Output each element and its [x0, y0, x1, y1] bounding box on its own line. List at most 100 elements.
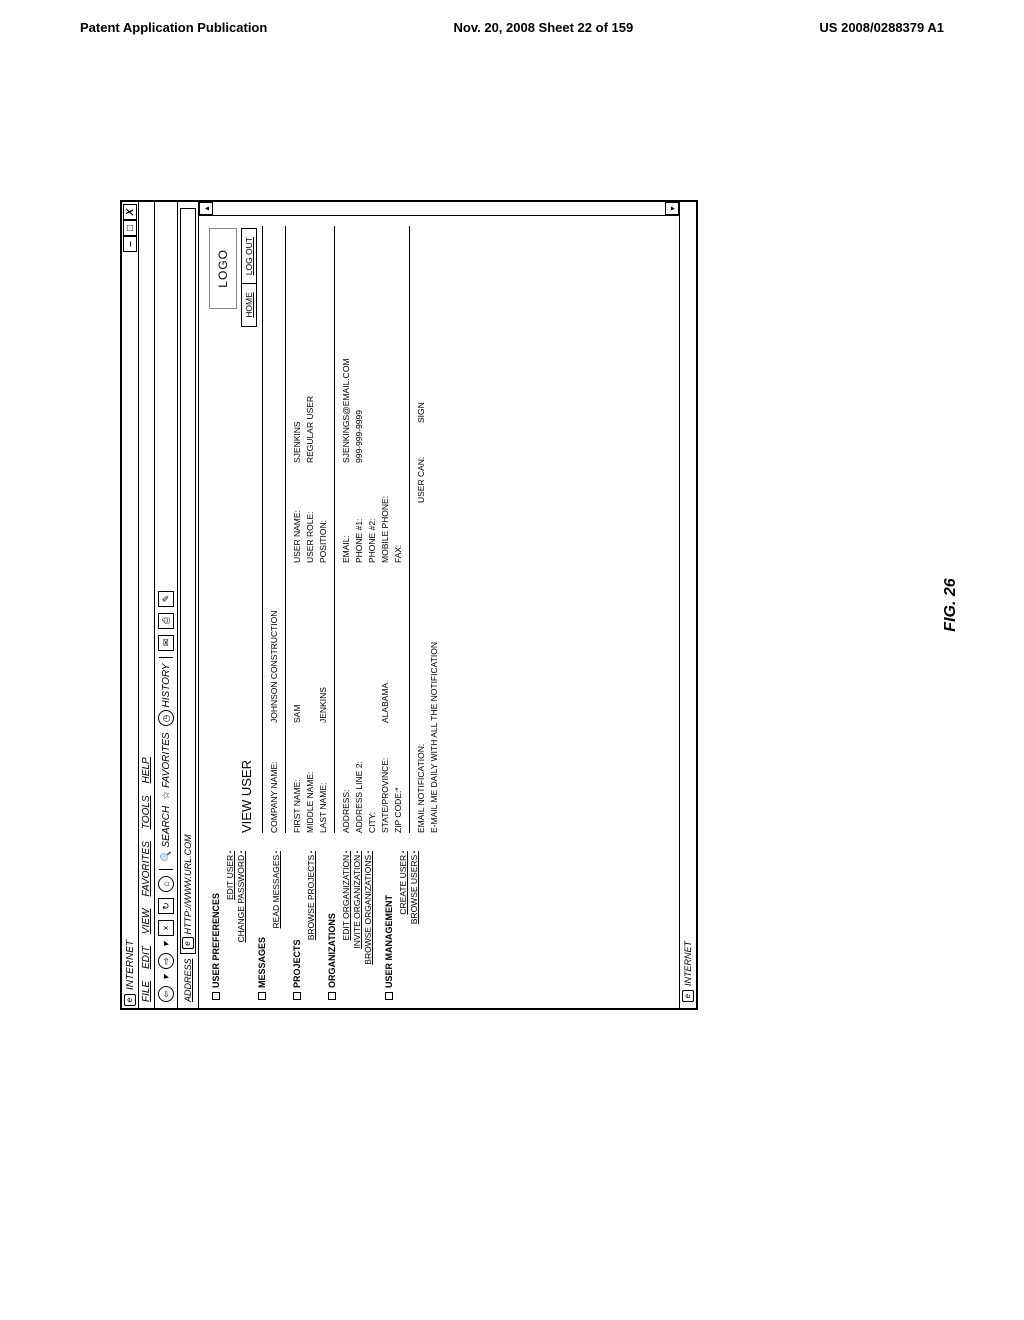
- zip-val: [393, 563, 403, 723]
- mail-icon[interactable]: ✉: [158, 635, 174, 651]
- link-change-password[interactable]: CHANGE PASSWORD: [236, 851, 246, 942]
- menu-edit[interactable]: EDIT: [141, 946, 152, 969]
- last-val: JENKINS: [318, 563, 328, 723]
- history-icon: ◷: [158, 710, 174, 726]
- addr-val: [341, 563, 351, 723]
- header-center: Nov. 20, 2008 Sheet 22 of 159: [454, 20, 634, 35]
- print-icon[interactable]: ⎙: [158, 613, 174, 629]
- url-icon: e: [182, 937, 194, 949]
- link-edit-user[interactable]: EDIT USER: [225, 851, 235, 900]
- topnav: HOME LOG OUT: [241, 228, 257, 326]
- section-user-management: USER MANAGEMENT CREATE USER BROWSE USERS: [384, 849, 420, 1000]
- favorites-group[interactable]: ☆ FAVORITES: [161, 732, 172, 799]
- middle-label: MIDDLE NAME:: [305, 723, 315, 833]
- user-label: USER NAME:: [292, 463, 302, 563]
- nav-home[interactable]: HOME: [241, 283, 257, 327]
- stop-icon[interactable]: ×: [158, 920, 174, 936]
- state-val: ALABAMA: [380, 563, 390, 723]
- sep2: [285, 226, 286, 833]
- role-label: USER ROLE:: [305, 463, 315, 563]
- sidebar: USER PREFERENCES EDIT USER CHANGE PASSWO…: [207, 843, 671, 1008]
- mob-val: [380, 303, 390, 463]
- zip-label: ZIP CODE:*: [393, 723, 403, 833]
- section-user-preferences: USER PREFERENCES EDIT USER CHANGE PASSWO…: [211, 849, 247, 1000]
- menu-tools[interactable]: TOOLS: [141, 795, 152, 829]
- url-text: HTTP://WWW.URL.COM: [183, 834, 193, 934]
- link-invite-org[interactable]: INVITE ORGANIZATION: [352, 851, 362, 949]
- window-title: INTERNET: [125, 940, 136, 990]
- head-user-preferences[interactable]: USER PREFERENCES: [211, 849, 221, 1000]
- scroll-up-icon[interactable]: ▴: [199, 202, 213, 215]
- head-projects[interactable]: PROJECTS: [292, 849, 302, 1000]
- addr2-label: ADDRESS LINE 2:: [354, 723, 364, 833]
- menubar: FILE EDIT VIEW FAVORITES TOOLS HELP: [139, 202, 155, 1008]
- first-label: FIRST NAME:: [292, 723, 302, 833]
- refresh-icon[interactable]: ↻: [158, 898, 174, 914]
- history-group[interactable]: ◷ HISTORY: [158, 664, 174, 727]
- company-val: JOHNSON CONSTRUCTION: [269, 563, 279, 723]
- link-browse-users[interactable]: BROWSE USERS: [409, 851, 419, 924]
- menu-favorites[interactable]: FAVORITES: [141, 841, 152, 896]
- section-messages: MESSAGES READ MESSAGES: [257, 849, 282, 1000]
- home-icon[interactable]: ⌂: [158, 876, 174, 892]
- middle-val: [305, 563, 315, 723]
- scroll-down-icon[interactable]: ▾: [665, 202, 679, 215]
- menu-help[interactable]: HELP: [141, 757, 152, 783]
- ph2-val: [367, 303, 377, 463]
- first-val: SAM: [292, 563, 302, 723]
- toolbar: ⇦ ▾ ⇨ ▾ × ↻ ⌂ 🔍 SEARCH ☆ FAVORITES ◷ HIS…: [155, 202, 178, 1008]
- notif-val: E-MAIL ME DAILY WITH ALL THE NOTIFICATIO…: [429, 503, 439, 833]
- link-create-user[interactable]: CREATE USER: [398, 851, 408, 915]
- email-label: EMAIL:: [341, 463, 351, 563]
- address-label: ADDRESS: [183, 958, 193, 1002]
- fax-val: [393, 303, 403, 463]
- menu-view[interactable]: VIEW: [141, 909, 152, 935]
- separator: [159, 869, 173, 870]
- back-icon[interactable]: ⇦: [158, 986, 174, 1002]
- name-grid: FIRST NAME: SAM USER NAME: SJENKINS MIDD…: [292, 226, 328, 833]
- state-label: STATE/PROVINCE:: [380, 723, 390, 833]
- globe-icon: e: [124, 994, 136, 1006]
- addr-label: ADDRESS:: [341, 723, 351, 833]
- history-label: HISTORY: [161, 664, 172, 708]
- content-area: USER PREFERENCES EDIT USER CHANGE PASSWO…: [199, 202, 679, 1008]
- favorites-label: FAVORITES: [161, 732, 172, 787]
- fwd-sep: ▾: [161, 942, 172, 947]
- menu-file[interactable]: FILE: [141, 981, 152, 1002]
- back-sep: ▾: [161, 975, 172, 980]
- browser-window: e INTERNET – □ X FILE EDIT VIEW FAVORITE…: [120, 200, 698, 1010]
- search-group[interactable]: 🔍 SEARCH: [161, 806, 172, 863]
- titlebar: e INTERNET – □ X: [122, 202, 139, 1008]
- usercan-label: USER CAN:: [416, 423, 426, 503]
- link-browse-projects[interactable]: BROWSE PROJECTS: [306, 851, 316, 940]
- star-icon: ☆: [161, 791, 172, 800]
- nav-logout[interactable]: LOG OUT: [241, 228, 257, 284]
- pos-val: [318, 303, 328, 463]
- address-input[interactable]: e HTTP://WWW.URL.COM: [180, 208, 196, 954]
- email-val: SJENKINGS@EMAIL.COM: [341, 303, 351, 463]
- head-messages[interactable]: MESSAGES: [257, 849, 267, 1000]
- forward-icon[interactable]: ⇨: [158, 953, 174, 969]
- usercan-val: SIGN: [416, 323, 426, 423]
- user-val: SJENKINS: [292, 303, 302, 463]
- link-edit-org[interactable]: EDIT ORGANIZATION: [341, 851, 351, 940]
- city-val: [367, 563, 377, 723]
- minimize-button[interactable]: –: [123, 236, 137, 252]
- mob-label: MOBILE PHONE:: [380, 463, 390, 563]
- city-label: CITY:: [367, 723, 377, 833]
- link-browse-orgs[interactable]: BROWSE ORGANIZATIONS: [363, 851, 373, 965]
- addr2-val: [354, 563, 364, 723]
- header-right: US 2008/0288379 A1: [819, 20, 944, 35]
- head-organizations[interactable]: ORGANIZATIONS: [327, 849, 337, 1000]
- head-user-mgmt[interactable]: USER MANAGEMENT: [384, 849, 394, 1000]
- sep1: [262, 226, 263, 833]
- figure-caption: FIG. 26: [942, 200, 960, 1010]
- link-read-messages[interactable]: READ MESSAGES: [271, 851, 281, 928]
- maximize-button[interactable]: □: [123, 220, 137, 236]
- vertical-scrollbar[interactable]: ▴ ▾: [199, 202, 679, 216]
- header-left: Patent Application Publication: [80, 20, 267, 35]
- close-button[interactable]: X: [123, 204, 137, 220]
- patent-header: Patent Application Publication Nov. 20, …: [0, 0, 1024, 45]
- ph2-label: PHONE #2:: [367, 463, 377, 563]
- edit-icon[interactable]: ✎: [158, 591, 174, 607]
